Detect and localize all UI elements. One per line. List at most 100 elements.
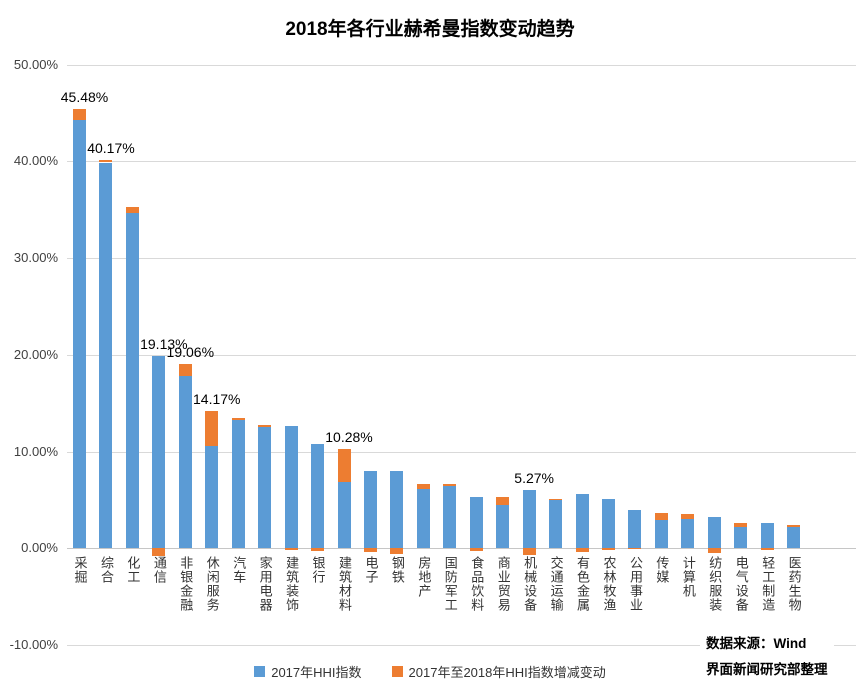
- bar-hhi-change: [231, 417, 245, 420]
- bar-hhi-change: [549, 498, 563, 501]
- bar-hhi-change: [390, 548, 404, 555]
- data-label: 10.28%: [325, 428, 373, 445]
- x-category-label: 汽车: [231, 556, 247, 584]
- data-label: 19.06%: [166, 344, 215, 360]
- legend: 2017年HHI指数 2017年至2018年HHI指数增减变动: [0, 662, 860, 681]
- legend-swatch-orange: [391, 666, 403, 677]
- bar-2017-hhi: [363, 470, 377, 549]
- x-category-label: 医药生物: [786, 556, 802, 612]
- gridline: [67, 645, 856, 646]
- bar-hhi-change: [284, 548, 298, 551]
- bar-2017-hhi: [443, 485, 457, 549]
- gridline: [67, 258, 856, 259]
- bar-hhi-change: [258, 424, 272, 427]
- x-category-label: 银行: [310, 556, 326, 584]
- bar-2017-hhi: [522, 490, 536, 549]
- source-note: 数据来源：Wind 界面新闻研究部整理: [700, 629, 834, 686]
- bar-2017-hhi: [787, 527, 801, 549]
- bar-2017-hhi: [628, 510, 642, 549]
- x-category-label: 建筑材料: [337, 556, 352, 612]
- bar-2017-hhi: [707, 517, 721, 549]
- bar-2017-hhi: [231, 419, 245, 549]
- legend-swatch-blue: [254, 666, 266, 677]
- bar-hhi-change: [99, 159, 113, 163]
- bar-hhi-change: [469, 548, 483, 551]
- x-category-label: 休闲服务: [204, 556, 220, 612]
- bar-2017-hhi: [469, 497, 483, 549]
- legend-label-2017-hhi: 2017年HHI指数: [271, 665, 362, 680]
- bar-2017-hhi: [337, 482, 351, 549]
- data-label: 5.27%: [514, 470, 554, 487]
- bar-hhi-change: [337, 448, 351, 483]
- bar-2017-hhi: [311, 443, 325, 549]
- y-tick-label: 10.00%: [13, 444, 58, 459]
- x-axis-line: [67, 548, 856, 549]
- x-category-label: 有色金属: [575, 556, 591, 612]
- bar-hhi-change: [654, 512, 668, 520]
- bar-hhi-change: [311, 548, 325, 551]
- x-category-label: 传媒: [654, 556, 670, 584]
- bar-hhi-change: [125, 207, 139, 213]
- x-category-label: 公用事业: [627, 556, 643, 612]
- bar-2017-hhi: [549, 500, 563, 549]
- bar-2017-hhi: [178, 376, 192, 549]
- bar-hhi-change: [178, 364, 192, 376]
- legend-item-hhi-change: 2017年至2018年HHI指数增减变动: [391, 662, 606, 681]
- bar-2017-hhi: [602, 498, 615, 549]
- x-category-label: 采掘: [72, 556, 88, 584]
- chart-title: 2018年各行业赫希曼指数变动趋势: [285, 19, 575, 40]
- bar-hhi-change: [443, 483, 457, 486]
- y-tick-label: 30.00%: [13, 250, 58, 265]
- source-line-1: 数据来源：Wind: [706, 636, 807, 651]
- bar-2017-hhi: [152, 356, 166, 549]
- bar-2017-hhi: [681, 518, 695, 549]
- x-category-label: 交通运输: [548, 556, 564, 612]
- bar-hhi-change: [681, 514, 695, 519]
- bar-hhi-change: [152, 548, 166, 556]
- y-tick-label: -10.00%: [9, 637, 58, 652]
- y-tick-label: 0.00%: [21, 540, 58, 555]
- data-label: 40.17%: [87, 139, 135, 156]
- x-category-label: 电气设备: [733, 556, 749, 612]
- bar-2017-hhi: [734, 526, 748, 549]
- x-category-label: 轻工制造: [760, 556, 776, 612]
- bar-2017-hhi: [575, 493, 589, 549]
- bar-2017-hhi: [760, 522, 774, 549]
- source-line-2: 界面新闻研究部整理: [706, 662, 828, 678]
- x-category-label: 通信: [151, 556, 167, 584]
- bar-hhi-change: [760, 548, 774, 550]
- data-label: 14.17%: [193, 391, 241, 408]
- bar-hhi-change: [734, 522, 748, 527]
- x-category-label: 化工: [125, 556, 141, 584]
- bar-hhi-change: [707, 548, 721, 553]
- bar-2017-hhi: [205, 445, 219, 549]
- x-category-label: 建筑装饰: [284, 556, 300, 612]
- legend-item-2017-hhi: 2017年HHI指数: [254, 662, 362, 681]
- bar-hhi-change: [496, 497, 510, 506]
- x-category-label: 食品饮料: [469, 556, 485, 612]
- legend-label-hhi-change: 2017年至2018年HHI指数增减变动: [408, 665, 606, 680]
- x-category-label: 商业贸易: [495, 556, 511, 612]
- bar-hhi-change: [787, 524, 801, 527]
- bar-2017-hhi: [73, 119, 86, 549]
- bar-hhi-change: [522, 548, 536, 556]
- bar-2017-hhi: [416, 489, 430, 549]
- bar-2017-hhi: [654, 519, 668, 549]
- gridline: [67, 161, 856, 162]
- y-tick-label: 40.00%: [13, 153, 58, 168]
- x-category-label: 非银金融: [178, 556, 194, 612]
- bar-2017-hhi: [125, 212, 139, 549]
- bar-2017-hhi: [99, 162, 113, 549]
- bar-2017-hhi: [258, 426, 272, 549]
- y-tick-label: 50.00%: [13, 57, 58, 72]
- gridline: [67, 452, 856, 453]
- gridline: [67, 65, 856, 66]
- data-label: 45.48%: [60, 88, 109, 105]
- x-category-label: 家用电器: [257, 556, 273, 612]
- bar-hhi-change: [602, 548, 615, 551]
- x-category-label: 农林牧渔: [601, 556, 617, 612]
- x-category-label: 综合: [98, 556, 114, 584]
- bar-hhi-change: [73, 108, 86, 120]
